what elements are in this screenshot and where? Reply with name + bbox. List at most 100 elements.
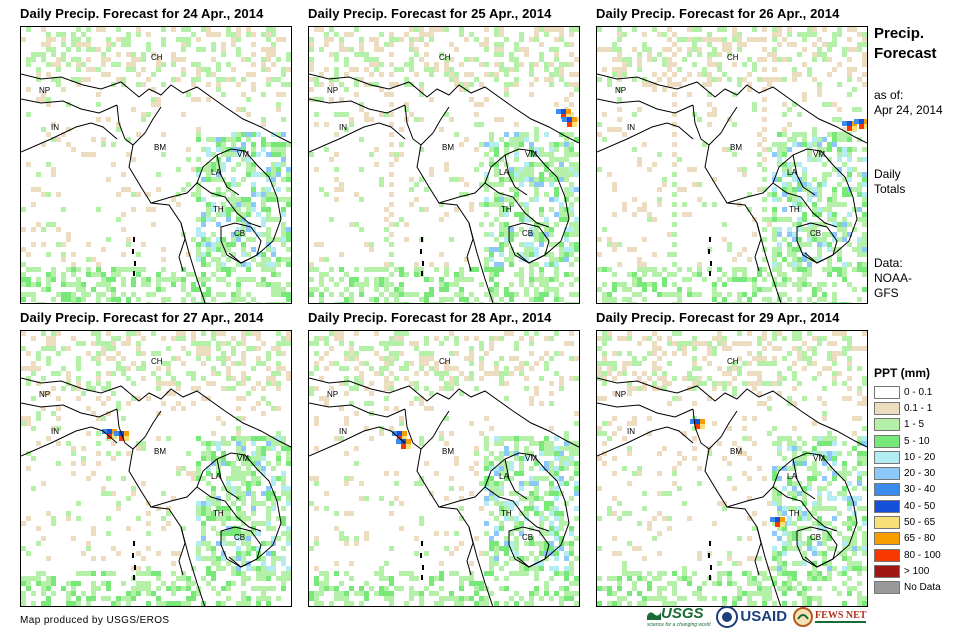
legend-item: 5 - 10 <box>874 433 941 449</box>
precip-map: CH NP IN BM LA VM TH CB <box>309 27 579 303</box>
legend-label: 80 - 100 <box>904 549 941 561</box>
country-label: CH <box>727 357 739 366</box>
legend-item: No Data <box>874 580 941 596</box>
legend-label: > 100 <box>904 565 930 577</box>
country-label: VM <box>237 454 249 463</box>
country-label: NP <box>615 86 626 95</box>
country-label: VM <box>813 150 825 159</box>
precip-map: CH NP IN BM LA VM TH CB <box>597 27 867 303</box>
legend-label: 10 - 20 <box>904 451 936 463</box>
country-label: TH <box>213 509 224 518</box>
legend-item: 65 - 80 <box>874 531 941 547</box>
totals-line2: Totals <box>874 182 906 196</box>
country-label: VM <box>813 454 825 463</box>
country-borders <box>309 73 579 303</box>
panel-title: Daily Precip. Forecast for 24 Apr., 2014 <box>20 6 264 21</box>
country-borders <box>597 73 867 303</box>
sidebar-title-line2: Forecast <box>874 45 937 62</box>
legend-swatch <box>874 385 900 399</box>
country-label: CB <box>810 533 821 542</box>
country-label: CB <box>234 533 245 542</box>
precip-map: CH NP IN BM LA VM TH CB <box>309 331 579 606</box>
precip-cells <box>597 331 867 606</box>
country-label: NP <box>327 390 338 399</box>
legend-title: PPT (mm) <box>874 366 931 380</box>
legend-item: 50 - 65 <box>874 514 941 530</box>
map-panel: Daily Precip. Forecast for 26 Apr., 2014… <box>596 6 868 304</box>
legend-swatch <box>874 581 900 595</box>
legend-item: 20 - 30 <box>874 465 941 481</box>
usaid-logo-text: USAID <box>740 608 788 625</box>
country-label: CH <box>727 53 739 62</box>
usgs-logo-text: USGS <box>661 605 704 622</box>
legend-label: 1 - 5 <box>904 419 925 431</box>
country-borders <box>597 377 867 606</box>
country-label: TH <box>501 205 512 214</box>
legend-swatch <box>874 401 900 415</box>
legend-swatch <box>874 516 900 530</box>
agency-logos: USGS science for a changing world USAID … <box>647 605 867 628</box>
country-label: CH <box>151 357 163 366</box>
usaid-seal-icon <box>716 605 739 628</box>
panel-title: Daily Precip. Forecast for 28 Apr., 2014 <box>308 310 552 325</box>
country-label: LA <box>787 168 797 177</box>
precip-cells <box>309 331 579 606</box>
legend-rows: 0 - 0.1 0.1 - 1 1 - 5 5 - 10 10 - 20 20 - 30 3… <box>874 384 941 596</box>
legend-label: 50 - 65 <box>904 517 936 529</box>
as-of-text: as of: Apr 24, 2014 <box>874 88 943 118</box>
precip-map: CH NP IN BM LA VM TH CB <box>21 27 291 303</box>
country-label: CH <box>439 53 451 62</box>
country-label: CH <box>151 53 163 62</box>
country-label: IN <box>627 123 635 132</box>
country-label: LA <box>499 168 509 177</box>
country-label: VM <box>525 454 537 463</box>
totals-line1: Daily <box>874 167 901 181</box>
legend-label: 40 - 50 <box>904 500 936 512</box>
legend-swatch <box>874 532 900 546</box>
country-label: LA <box>787 472 797 481</box>
country-borders <box>21 73 291 303</box>
data-source-text: Data: NOAA- GFS <box>874 256 912 301</box>
country-label: CH <box>439 357 451 366</box>
panel-title: Daily Precip. Forecast for 29 Apr., 2014 <box>596 310 840 325</box>
country-label: IN <box>339 123 347 132</box>
country-label: NP <box>39 390 50 399</box>
country-label: VM <box>525 150 537 159</box>
country-borders <box>21 377 291 606</box>
country-label: TH <box>213 205 224 214</box>
data-source-line2: NOAA- <box>874 271 913 285</box>
country-label: IN <box>627 427 635 436</box>
legend-swatch <box>874 434 900 448</box>
legend-swatch <box>874 483 900 497</box>
legend-swatch <box>874 564 900 578</box>
totals-text: Daily Totals <box>874 167 905 197</box>
panel-title: Daily Precip. Forecast for 25 Apr., 2014 <box>308 6 552 21</box>
country-label: NP <box>327 86 338 95</box>
usgs-wave-icon <box>647 611 661 620</box>
legend-label: No Data <box>904 582 941 594</box>
map-panel: Daily Precip. Forecast for 27 Apr., 2014… <box>20 310 292 607</box>
country-label: TH <box>501 509 512 518</box>
panel-title: Daily Precip. Forecast for 27 Apr., 2014 <box>20 310 264 325</box>
country-label: TH <box>789 205 800 214</box>
map-frame: CH NP IN BM LA VM TH CB <box>308 26 580 304</box>
legend-item: 10 - 20 <box>874 449 941 465</box>
country-label: TH <box>789 509 800 518</box>
legend-item: 1 - 5 <box>874 417 941 433</box>
country-label: CB <box>234 229 245 238</box>
precip-cells <box>21 331 291 606</box>
legend-label: 65 - 80 <box>904 533 936 545</box>
country-borders <box>309 377 579 606</box>
country-label: CB <box>810 229 821 238</box>
as-of-label: as of: <box>874 88 904 102</box>
precip-cells <box>21 27 291 303</box>
legend-item: 30 - 40 <box>874 482 941 498</box>
legend-swatch <box>874 548 900 562</box>
legend-label: 0.1 - 1 <box>904 402 933 414</box>
map-frame: CH NP IN BM LA VM TH CB <box>20 330 292 607</box>
country-label: BM <box>730 143 742 152</box>
country-label: IN <box>339 427 347 436</box>
usgs-logo: USGS science for a changing world <box>647 605 710 628</box>
precip-map: CH NP IN BM LA VM TH CB <box>597 331 867 606</box>
legend-swatch <box>874 499 900 513</box>
